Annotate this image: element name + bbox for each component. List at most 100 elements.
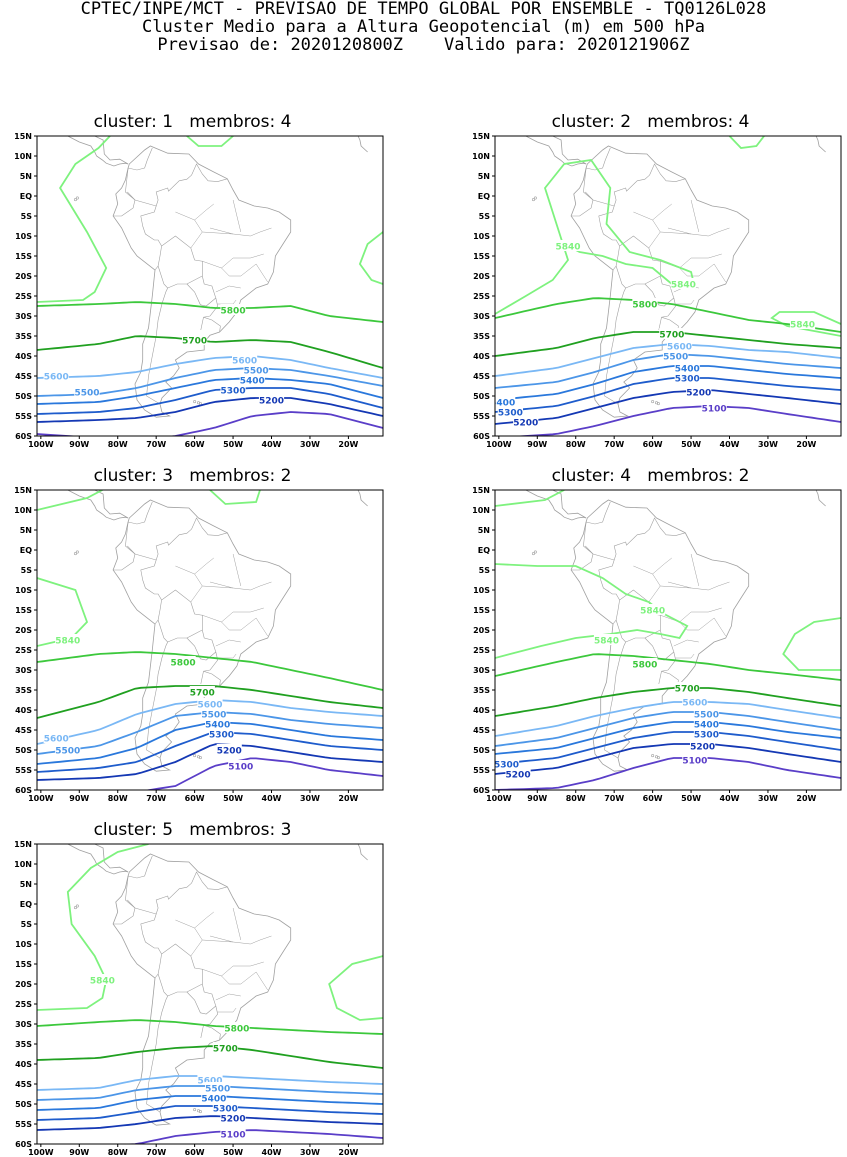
lat-label: 25S: [473, 292, 490, 301]
lon-label: 100W: [28, 440, 54, 449]
lat-label: 25S: [15, 646, 32, 655]
contour-5800: [495, 297, 841, 333]
lat-label: 5N: [478, 526, 490, 535]
country-border: [154, 235, 203, 289]
contour-label-bg: [205, 1082, 231, 1093]
contour-label: 5400: [675, 365, 700, 375]
contour-5840: [495, 159, 697, 315]
state-border: [667, 227, 730, 237]
state-border: [190, 231, 234, 249]
state-border: [633, 557, 672, 575]
contour-label: 5300: [675, 375, 700, 385]
contour-label: 5200: [506, 771, 531, 781]
country-border: [649, 517, 686, 536]
lat-label: 10N: [14, 152, 32, 161]
state-border: [648, 231, 692, 249]
lat-label: 40S: [473, 352, 490, 361]
lat-label: 45S: [473, 726, 490, 735]
contour-label-bg: [674, 362, 700, 373]
island: [73, 198, 77, 202]
contour-5400: [495, 365, 841, 401]
contour-5100: [495, 757, 841, 790]
map-panel-4: cluster: 4 membros: 2 5840 5840 5800 5700 56…: [458, 466, 843, 803]
lat-label: 50S: [15, 746, 32, 755]
lon-label: 60W: [185, 440, 205, 449]
lat-label: EQ: [20, 546, 32, 555]
island: [73, 906, 77, 910]
country-border: [604, 265, 627, 405]
contour-label-bg: [686, 386, 712, 397]
map-panel-5: cluster: 5 membros: 3 5840 5800 5700 5600 55…: [0, 820, 385, 1157]
state-border: [690, 553, 700, 587]
lon-label: 100W: [486, 440, 512, 449]
lat-label: 35S: [473, 686, 490, 695]
map-frame: [494, 489, 842, 791]
country-border: [146, 265, 169, 405]
country-border: [644, 275, 675, 307]
country-border: [571, 191, 594, 217]
lon-label: 70W: [146, 440, 166, 449]
state-border: [175, 557, 214, 575]
south-america-coastline: [112, 499, 292, 772]
contour-label-bg: [232, 354, 258, 365]
contour-label-bg: [216, 744, 242, 755]
header-line-1: CPTEC/INPE/MCT - PREVISAO DE TEMPO GLOBA…: [80, 0, 767, 19]
contour-label-bg: [497, 406, 523, 417]
contour-label: 5100: [221, 1131, 246, 1141]
country-border: [200, 297, 219, 331]
lat-label: 40S: [473, 706, 490, 715]
lon-label: 20W: [338, 440, 358, 449]
lat-label: 60S: [473, 786, 490, 795]
country-border: [128, 501, 153, 525]
lat-label: 40S: [15, 352, 32, 361]
lon-label: 80W: [108, 1148, 128, 1157]
country-border: [612, 235, 661, 289]
state-border: [652, 219, 661, 233]
contour-label-bg: [220, 1128, 246, 1139]
panel-title: cluster: 3 membros: 2: [93, 466, 292, 486]
lat-label: 30S: [473, 312, 490, 321]
contour-label-bg: [258, 394, 285, 405]
country-border: [146, 973, 169, 1113]
lat-label: 5N: [478, 172, 490, 181]
island: [531, 552, 535, 556]
lat-label: 10N: [472, 506, 490, 515]
lat-label: 15S: [473, 606, 490, 615]
country-border: [191, 163, 228, 182]
contour-label: 5600: [44, 373, 69, 383]
contour-label: 5800: [221, 307, 246, 317]
country-border: [142, 225, 162, 247]
lon-label: 40W: [720, 794, 740, 803]
contour-label-bg: [224, 1022, 250, 1033]
lon-label: 80W: [108, 440, 128, 449]
contour-5800: [37, 301, 383, 323]
lat-label: 60S: [473, 432, 490, 441]
contour-label: 5400: [201, 1095, 226, 1105]
contour-label-bg: [43, 370, 69, 381]
lat-label: 5S: [479, 212, 491, 221]
state-border: [217, 653, 237, 659]
lat-label: 35S: [15, 1040, 32, 1049]
map-panel-2: cluster: 2 membros: 4 5840 5840 5840 5800 57…: [458, 112, 843, 449]
lon-label: 90W: [527, 794, 547, 803]
contour-label: 5200: [690, 743, 715, 753]
lon-label: 30W: [758, 794, 778, 803]
lon-label: 20W: [796, 794, 816, 803]
lat-label: 20S: [15, 980, 32, 989]
contour-label-bg: [197, 698, 223, 709]
lon-label: 40W: [262, 794, 282, 803]
lat-label: 10N: [14, 506, 32, 515]
country-border: [200, 1005, 219, 1039]
lon-label: 30W: [300, 440, 320, 449]
contour-label-bg: [659, 328, 685, 339]
central-america-coastline: [67, 136, 129, 167]
contour-5840: [37, 136, 111, 303]
lon-label: 60W: [643, 440, 663, 449]
contour-label-bg: [682, 754, 708, 765]
map-frame: [36, 843, 384, 1145]
contour-label-bg: [505, 768, 531, 779]
country-border: [113, 191, 136, 217]
contour-label-bg: [220, 304, 246, 315]
contour-5600: [37, 355, 383, 379]
lat-label: EQ: [20, 192, 32, 201]
